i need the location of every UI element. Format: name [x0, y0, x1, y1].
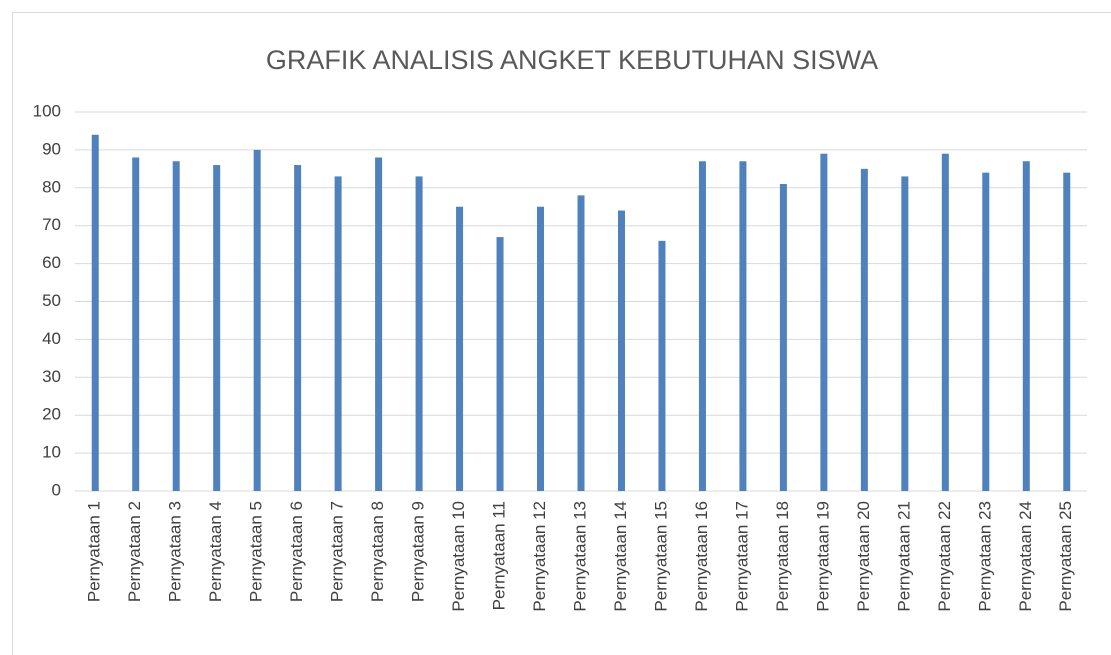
x-tick-label: Pernyataan 5 — [247, 501, 266, 602]
bar — [779, 184, 787, 491]
x-tick-label: Pernyataan 4 — [206, 501, 225, 602]
x-tick-label: Pernyataan 21 — [894, 501, 913, 612]
x-tick-label: Pernyataan 9 — [409, 501, 428, 602]
bar — [820, 153, 828, 491]
y-tick-label: 30 — [42, 367, 61, 386]
chart-title: GRAFIK ANALISIS ANGKET KEBUTUHAN SISWA — [266, 45, 878, 75]
bar — [658, 240, 666, 491]
bar — [577, 195, 585, 491]
y-tick-label: 50 — [42, 291, 61, 310]
y-tick-label: 100 — [33, 101, 61, 120]
bar — [537, 206, 545, 491]
y-tick-label: 20 — [42, 405, 61, 424]
bar — [334, 176, 342, 491]
y-tick-label: 10 — [42, 443, 61, 462]
bar — [941, 153, 949, 491]
x-tick-label: Pernyataan 1 — [85, 501, 104, 602]
x-tick-label: Pernyataan 13 — [570, 501, 589, 612]
x-tick-label: Pernyataan 22 — [935, 501, 954, 612]
bar — [617, 210, 625, 492]
bar — [739, 161, 747, 491]
bar — [294, 165, 302, 491]
x-tick-label: Pernyataan 11 — [490, 501, 509, 610]
x-tick-label: Pernyataan 10 — [449, 501, 468, 612]
x-tick-label: Pernyataan 16 — [692, 501, 711, 612]
bar — [496, 237, 504, 491]
bar — [132, 157, 140, 492]
x-tick-label: Pernyataan 25 — [1056, 501, 1075, 612]
x-tick-label: Pernyataan 12 — [530, 501, 549, 612]
x-tick-label: Pernyataan 19 — [813, 501, 832, 612]
x-tick-label: Pernyataan 17 — [732, 501, 751, 612]
x-tick-label: Pernyataan 3 — [166, 501, 185, 602]
bar — [91, 134, 99, 492]
x-tick-label: Pernyataan 18 — [773, 501, 792, 612]
bar — [253, 149, 261, 491]
bar — [213, 165, 221, 491]
y-tick-label: 40 — [42, 329, 61, 348]
chart-frame — [12, 12, 1111, 655]
x-tick-label: Pernyataan 2 — [125, 501, 144, 602]
bar — [415, 176, 423, 491]
x-tick-label: Pernyataan 20 — [854, 501, 873, 612]
x-tick-label: Pernyataan 24 — [1016, 501, 1035, 612]
x-tick-label: Pernyataan 7 — [328, 501, 347, 602]
x-tick-label: Pernyataan 23 — [975, 501, 994, 612]
y-tick-label: 60 — [42, 253, 61, 272]
bar — [860, 168, 868, 491]
x-tick-label: Pernyataan 8 — [368, 501, 387, 602]
y-tick-label: 80 — [42, 177, 61, 196]
bar — [1022, 161, 1030, 491]
x-tick-label: Pernyataan 6 — [287, 501, 306, 602]
y-tick-label: 90 — [42, 139, 61, 158]
x-tick-label: Pernyataan 15 — [651, 501, 670, 612]
bar — [982, 172, 990, 491]
bar — [375, 157, 383, 492]
bar — [456, 206, 464, 491]
y-tick-label: 70 — [42, 215, 61, 234]
x-tick-label: Pernyataan 14 — [611, 501, 630, 612]
bar — [901, 176, 909, 491]
bar — [172, 161, 180, 491]
y-tick-label: 0 — [52, 480, 61, 499]
bar — [1063, 172, 1071, 491]
bar — [698, 161, 706, 491]
